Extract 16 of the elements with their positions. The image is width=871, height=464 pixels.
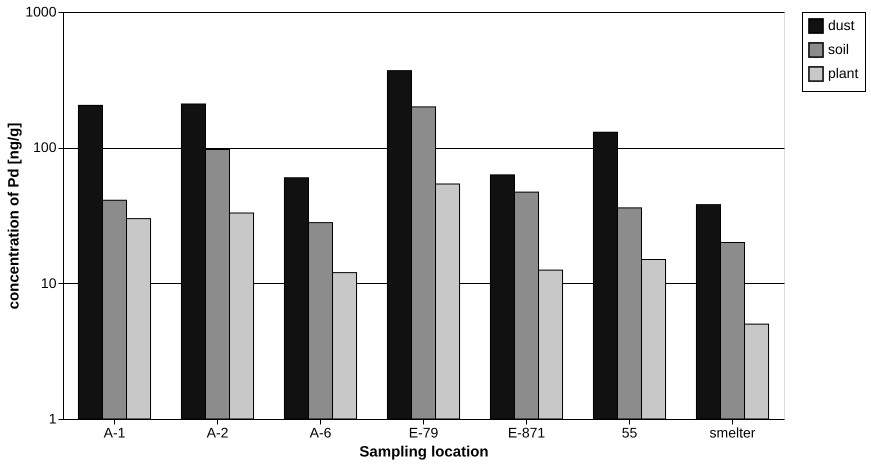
x-tick-label: A-6 — [310, 424, 332, 440]
x-tick-label: 55 — [622, 424, 638, 440]
y-axis-title: concentration of Pd [ng/g] — [5, 122, 22, 310]
y-tick-label: 1 — [48, 410, 57, 426]
x-tick-label: E-79 — [408, 424, 438, 440]
legend-label: dust — [828, 17, 855, 33]
x-tick-label: A-1 — [104, 424, 126, 440]
x-axis-title: Sampling location — [359, 444, 489, 460]
y-tick-label: 10 — [40, 274, 57, 291]
x-tick-label: smelter — [710, 424, 756, 440]
legend-label: plant — [828, 65, 858, 81]
legend-label: soil — [828, 41, 850, 57]
x-tick-label: A-2 — [206, 424, 229, 440]
x-tick-label: E-871 — [508, 424, 546, 440]
y-tick-label: 1000 — [25, 4, 57, 20]
y-tick-label: 100 — [33, 139, 57, 156]
